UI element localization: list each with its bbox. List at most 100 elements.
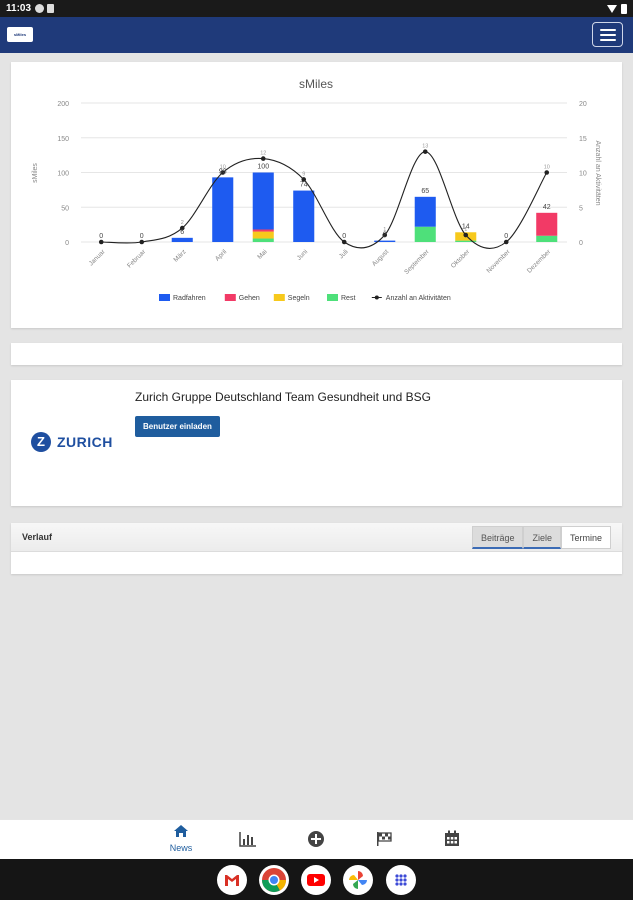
legend-label-activities: Anzahl an Aktivitäten: [386, 295, 451, 302]
invite-user-button[interactable]: Benutzer einladen: [135, 416, 220, 437]
legend-label-gehen: Gehen: [239, 295, 260, 302]
x-tick-label: Juli: [338, 248, 350, 260]
y2-axis-label: Anzahl an Aktivitäten: [594, 141, 601, 206]
hamburger-line: [600, 34, 616, 36]
team-card: Z ZURICH Zurich Gruppe Deutschland Team …: [11, 380, 622, 506]
app-logo[interactable]: sMiles: [7, 27, 33, 42]
y2-tick-label: 5: [579, 205, 583, 212]
settings-status-icon: [35, 4, 45, 13]
tab-beitraege[interactable]: Beiträge: [471, 526, 524, 549]
bar-segment-radfahren: [212, 177, 234, 242]
nav-statistics[interactable]: [233, 824, 263, 856]
legend-swatch-line-point: [374, 295, 379, 300]
bar-segment-rest: [455, 240, 477, 242]
bar-segment-radfahren: [171, 237, 193, 242]
legend-label-rest: Rest: [341, 295, 355, 302]
youtube-icon[interactable]: [301, 865, 331, 895]
calendar-icon: [445, 830, 459, 846]
bar-segment-segeln: [252, 231, 274, 239]
legend-swatch-gehen: [224, 294, 236, 301]
hamburger-icon: [600, 29, 616, 31]
activity-count-label: 10: [544, 165, 550, 171]
activity-count-point: [98, 239, 104, 245]
zurich-wordmark: ZURICH: [57, 434, 113, 450]
bottom-navigation: News: [0, 819, 633, 859]
activity-count-label: 9: [302, 171, 305, 177]
empty-card: [11, 343, 622, 365]
bar-total-label: 93: [219, 168, 227, 175]
nav-calendar[interactable]: [437, 824, 467, 856]
activity-count-point: [260, 156, 266, 161]
y2-tick-label: 15: [579, 136, 587, 143]
bar-total-label: 100: [257, 164, 269, 171]
bar-total-label: 0: [504, 233, 508, 240]
activity-count-line: [101, 151, 548, 249]
bar-segment-gehen: [536, 212, 558, 236]
y2-tick-label: 0: [579, 240, 583, 247]
x-tick-label: März: [172, 248, 187, 263]
sim-status-icon: [47, 4, 55, 13]
activity-count-point: [139, 239, 145, 245]
nav-add[interactable]: [301, 824, 331, 856]
y2-tick-label: 20: [579, 101, 587, 108]
activity-count-label: 12: [260, 151, 266, 157]
x-tick-label: Oktober: [450, 248, 472, 270]
activity-count-label: 13: [422, 144, 428, 150]
tab-termine[interactable]: Termine: [560, 526, 611, 549]
x-tick-label: Mai: [256, 248, 268, 260]
history-tabs: Beiträge Ziele Termine: [471, 526, 611, 549]
home-icon: [174, 825, 188, 837]
activity-count-point: [422, 149, 428, 154]
smiles-chart: sMiles sMiles Anzahl an Aktivitäten 0 050…: [32, 77, 601, 302]
x-tick-label: Januar: [88, 248, 108, 268]
flag-icon: [377, 832, 392, 846]
y-axis-label: sMiles: [32, 163, 39, 183]
zurich-logo: Z ZURICH: [31, 432, 113, 452]
gmail-icon[interactable]: [217, 865, 247, 895]
activity-count-point: [220, 170, 226, 175]
activity-count-label: 1: [464, 227, 467, 233]
zurich-mark-icon: Z: [31, 432, 51, 452]
activity-count-label: 10: [220, 165, 226, 171]
bar-total-label: 2: [383, 232, 387, 239]
bar-segment-radfahren: [252, 172, 274, 230]
x-tick-label: September: [403, 248, 431, 276]
team-title: Zurich Gruppe Deutschland Team Gesundhei…: [135, 390, 431, 404]
activity-count-label: 1: [383, 227, 386, 233]
status-time: 11:03: [6, 3, 32, 14]
activity-count-point: [301, 177, 307, 182]
nav-challenges[interactable]: [369, 824, 399, 856]
bar-total-label: 0: [140, 233, 144, 240]
x-tick-label: Februar: [126, 248, 148, 270]
tab-ziele[interactable]: Ziele: [523, 526, 561, 549]
legend-label-radfahren: Radfahren: [173, 295, 206, 302]
activity-count-point: [341, 239, 347, 245]
activity-count-label: 2: [181, 220, 184, 226]
y-tick-label: 50: [61, 205, 69, 212]
y-tick-label: 200: [57, 101, 69, 108]
y-tick-label: 150: [57, 136, 69, 143]
app-header: sMiles: [0, 17, 633, 53]
bar-total-label: 65: [421, 188, 429, 195]
bar-segment-rest: [414, 226, 436, 242]
bar-segment-radfahren: [414, 196, 436, 227]
menu-button[interactable]: [592, 22, 623, 47]
wifi-icon: [607, 4, 617, 13]
y-tick-label: 0: [65, 240, 69, 247]
y2-tick-label: 10: [579, 171, 587, 178]
hamburger-line: [600, 39, 616, 41]
plus-circle-icon: [308, 831, 324, 847]
photos-icon[interactable]: [343, 865, 373, 895]
x-tick-label: Dezember: [526, 248, 553, 275]
nav-news[interactable]: News: [166, 824, 196, 856]
apps-icon[interactable]: [386, 865, 416, 895]
history-title: Verlauf: [22, 532, 53, 542]
status-bar: 11:03: [0, 0, 633, 17]
bar-segment-rest: [252, 238, 274, 242]
bar-total-label: 0: [342, 233, 346, 240]
activity-count-point: [544, 170, 550, 175]
chrome-icon[interactable]: [259, 865, 289, 895]
history-header: Verlauf Beiträge Ziele Termine: [11, 523, 622, 552]
x-tick-label: Juni: [296, 248, 309, 261]
bar-total-label: 74: [300, 182, 308, 189]
